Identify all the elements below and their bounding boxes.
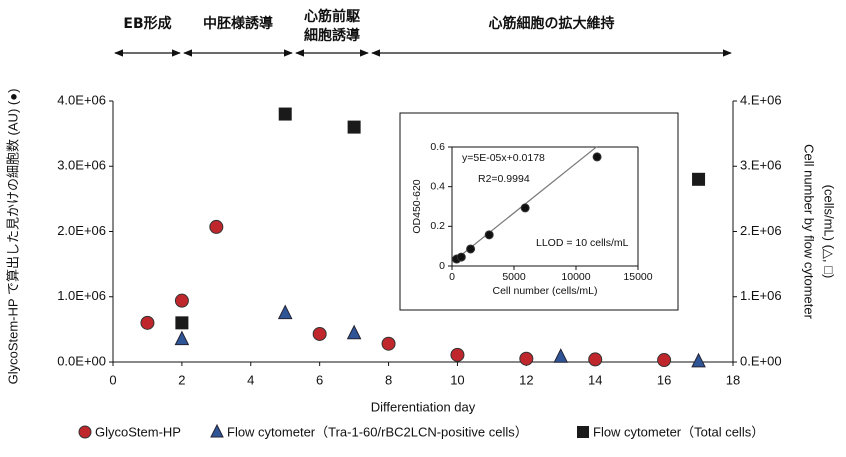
point: [346, 324, 362, 340]
stage-label: 心筋前駆: [304, 8, 360, 25]
y-tick-label: 1.0E+06: [57, 288, 106, 303]
annotation: R2=0.9994: [478, 173, 530, 185]
x-tick-label: 5000: [502, 271, 526, 283]
point: [691, 352, 706, 368]
stage-label: EB形成: [123, 15, 171, 32]
x-tick-label: 16: [657, 372, 671, 387]
y-tick-label: 4.0E+06: [57, 92, 106, 107]
legend-label: Flow cytometer（Total cells）: [593, 424, 764, 439]
y-tick-label: 0.2: [430, 220, 445, 232]
point: [592, 152, 602, 162]
y-tick-label: 0.6: [430, 141, 445, 153]
y2-tick-label: 4.E+06: [740, 92, 782, 107]
legend-label: GlycoStem-HP: [95, 424, 181, 439]
point: [381, 336, 396, 351]
legend-marker: [577, 426, 589, 438]
y-tick-label: 3.0E+06: [57, 158, 106, 173]
point: [519, 351, 534, 366]
point: [175, 316, 189, 330]
x-axis-title: Cell number (cells/mL): [492, 285, 597, 297]
point: [312, 326, 327, 341]
x-tick-label: 15000: [623, 271, 652, 283]
point: [466, 244, 476, 254]
annotation: LLOD = 10 cells/mL: [536, 237, 629, 249]
x-axis-title: Differentiation day: [371, 399, 476, 414]
x-tick-label: 18: [726, 372, 740, 387]
y-tick-label: 0: [439, 260, 445, 272]
x-tick-label: 10: [450, 372, 464, 387]
x-tick-label: 12: [519, 372, 533, 387]
point: [278, 107, 292, 121]
point: [484, 230, 494, 240]
point: [692, 172, 706, 186]
point: [140, 315, 155, 330]
point: [520, 203, 530, 213]
x-tick-label: 0: [449, 271, 455, 283]
y-tick-label: 0.4: [430, 180, 445, 192]
y2-tick-label: 1.E+06: [740, 288, 782, 303]
point: [450, 347, 465, 362]
y2-axis-title: Cell number by flow cytometer: [802, 144, 817, 320]
x-tick-label: 14: [588, 372, 602, 387]
point: [174, 330, 190, 346]
point: [174, 293, 189, 308]
x-tick-label: 2: [178, 372, 185, 387]
y2-tick-label: 2.E+06: [740, 223, 782, 238]
point: [657, 353, 672, 368]
point: [209, 219, 224, 234]
point: [347, 120, 361, 134]
legend-marker: [78, 425, 92, 439]
x-tick-label: 4: [247, 372, 254, 387]
legend-marker: [210, 423, 224, 438]
stage-label: 心筋細胞の拡大維持: [489, 15, 615, 32]
y-tick-label: 2.0E+06: [57, 223, 106, 238]
y2-tick-label: 0.E+00: [740, 353, 782, 368]
inset-frame: [399, 112, 679, 311]
y-axis-title: OD450-620: [411, 179, 423, 233]
y-axis-title: GlycoStem-HP で算出した見かけの細胞数 (AU) (●): [5, 89, 20, 385]
stage-label: 中胚様誘導: [203, 15, 273, 32]
legend-label: Flow cytometer（Tra-1-60/rBC2LCN-positive…: [227, 424, 528, 439]
stage-label: 細胞誘導: [304, 27, 360, 44]
x-tick-label: 0: [109, 372, 116, 387]
point: [588, 352, 603, 367]
point: [277, 304, 293, 320]
x-tick-label: 6: [316, 372, 323, 387]
trend-equation: y=5E-05x+0.0178: [462, 152, 545, 164]
x-tick-label: 8: [385, 372, 392, 387]
point: [553, 348, 569, 363]
point: [456, 252, 466, 262]
y2-tick-label: 3.E+06: [740, 158, 782, 173]
y2-axis-title: (cells/mL) (△, □): [822, 185, 837, 279]
x-tick-label: 10000: [561, 271, 590, 283]
y-tick-label: 0.0E+00: [57, 353, 106, 368]
